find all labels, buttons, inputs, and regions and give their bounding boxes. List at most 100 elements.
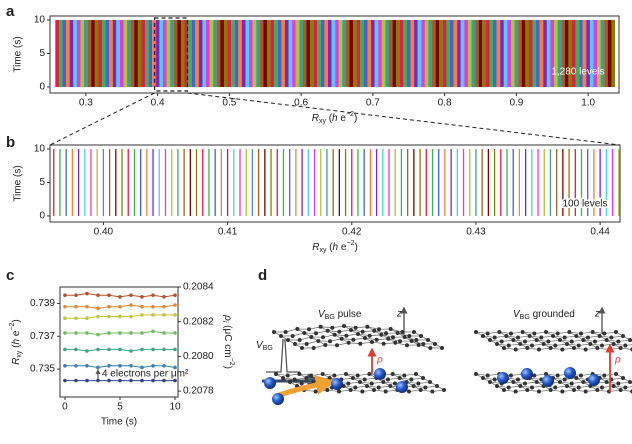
data-point xyxy=(162,347,166,352)
atom xyxy=(628,380,632,384)
data-point xyxy=(173,365,177,370)
atom xyxy=(488,338,492,342)
atom xyxy=(419,334,423,338)
panel-label: b xyxy=(6,134,15,151)
atom xyxy=(365,324,370,329)
atom xyxy=(327,376,332,380)
y2-tick-label: 0.2082 xyxy=(183,316,214,327)
atom xyxy=(386,336,391,341)
panel-label: d xyxy=(258,267,267,284)
panel-label: c xyxy=(6,267,14,284)
x-tick-label: 5 xyxy=(117,402,123,413)
data-point xyxy=(118,295,122,299)
y-tick-label: 0.739 xyxy=(30,298,55,309)
data-point xyxy=(118,331,122,335)
atom xyxy=(560,389,565,394)
x-axis-label: Time (s) xyxy=(101,417,137,428)
label-part: −2 xyxy=(9,322,16,330)
atom xyxy=(426,338,430,342)
data-point xyxy=(151,378,155,383)
label-part: ( xyxy=(326,242,333,253)
atom xyxy=(292,377,297,382)
atom xyxy=(525,388,530,392)
atom xyxy=(553,343,558,348)
data-point xyxy=(151,304,155,309)
data-point xyxy=(107,314,111,319)
annotation: 1,280 levels xyxy=(551,67,604,78)
data-point xyxy=(151,313,155,317)
plot-frame xyxy=(59,286,179,398)
atom xyxy=(616,339,621,344)
y-tick-label: 0.737 xyxy=(30,331,55,342)
data-point xyxy=(129,314,133,319)
atom xyxy=(372,328,377,333)
data-point xyxy=(173,313,177,317)
atom xyxy=(321,335,325,340)
data-point xyxy=(74,304,78,309)
atom xyxy=(618,388,623,392)
bond xyxy=(404,336,417,341)
atom xyxy=(323,343,328,347)
data-point xyxy=(74,364,78,368)
atom xyxy=(539,335,544,340)
electron xyxy=(264,377,276,389)
atom xyxy=(516,377,520,382)
atom xyxy=(574,376,579,380)
label-part: xy xyxy=(319,247,327,254)
y-tick-label: 0.735 xyxy=(30,364,55,375)
atom xyxy=(384,331,388,336)
atom xyxy=(342,324,346,328)
data-point xyxy=(162,364,166,368)
x-tick-label: 0.44 xyxy=(590,227,610,238)
atom xyxy=(379,332,384,337)
diagram: d VBG pulse VBG grounded VBG z z ρ ρ xyxy=(256,267,632,405)
atom xyxy=(309,373,313,378)
atom xyxy=(300,346,304,350)
atom xyxy=(297,337,302,342)
data-point xyxy=(96,293,100,298)
data-point xyxy=(173,378,177,383)
atom xyxy=(428,380,432,384)
atom xyxy=(481,334,485,338)
atom xyxy=(581,380,586,384)
electron xyxy=(497,372,509,384)
atom xyxy=(485,373,490,378)
data-point xyxy=(107,293,111,298)
atom xyxy=(562,335,567,340)
label-symbol: V xyxy=(256,340,264,351)
atom xyxy=(414,372,418,376)
atom xyxy=(590,330,595,334)
axis-label: Rxy (h e−2) xyxy=(312,240,358,254)
data-point xyxy=(151,364,155,368)
atom xyxy=(516,335,520,340)
atom xyxy=(530,343,534,348)
atom xyxy=(586,335,590,340)
atom xyxy=(400,329,405,334)
zoom-connector xyxy=(49,92,155,146)
atom xyxy=(583,389,588,394)
atom xyxy=(474,330,478,334)
atom xyxy=(405,343,409,348)
level-lines xyxy=(55,20,616,87)
data-point xyxy=(85,364,89,368)
atom xyxy=(423,385,428,390)
atom xyxy=(395,331,400,335)
data-point xyxy=(118,347,122,352)
atom xyxy=(309,335,314,339)
zoom-connector xyxy=(187,92,621,146)
data-point xyxy=(129,349,133,353)
data-point xyxy=(107,364,111,368)
data-point xyxy=(74,347,78,352)
atom xyxy=(579,331,583,336)
atom xyxy=(593,339,597,344)
atom xyxy=(318,324,323,329)
data-point xyxy=(162,304,166,309)
atom xyxy=(569,381,574,386)
atom xyxy=(618,346,623,350)
atom xyxy=(390,372,395,376)
data-point xyxy=(162,331,166,335)
panel-label: a xyxy=(6,3,15,20)
atom xyxy=(600,385,604,390)
atom xyxy=(530,385,534,390)
atom xyxy=(372,388,376,392)
